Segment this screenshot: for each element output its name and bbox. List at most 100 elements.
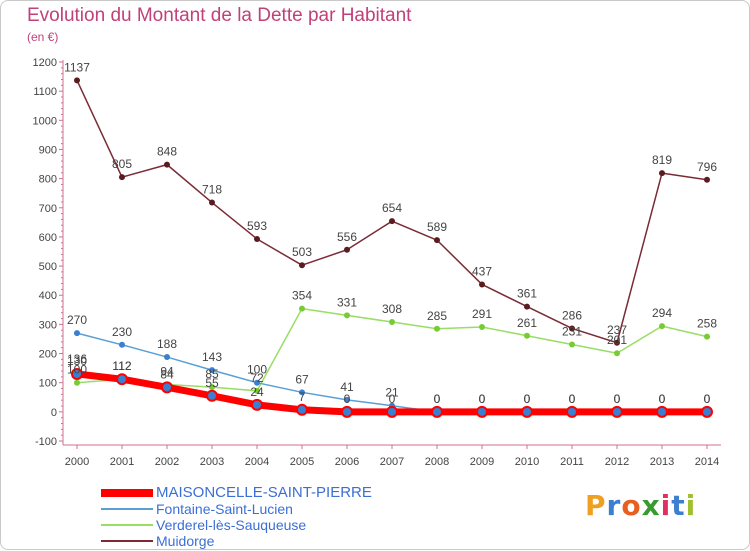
data-label: 0 xyxy=(614,392,621,406)
data-point xyxy=(389,218,395,225)
data-label: 0 xyxy=(434,392,441,406)
x-tick-label: 2004 xyxy=(245,456,269,468)
data-point xyxy=(299,389,305,396)
data-point xyxy=(389,319,395,326)
y-tick-label: 200 xyxy=(39,349,57,361)
data-point xyxy=(296,403,308,416)
data-label: 0 xyxy=(524,392,531,406)
legend-swatch xyxy=(101,508,153,510)
data-point xyxy=(701,405,713,418)
legend-label: Fontaine-Saint-Lucien xyxy=(156,501,293,517)
data-label: 21 xyxy=(385,386,399,400)
y-tick-label: 400 xyxy=(39,290,57,302)
data-point xyxy=(299,305,305,312)
data-point xyxy=(569,341,575,348)
data-point xyxy=(524,303,530,310)
series-3 xyxy=(74,77,710,346)
data-label: 72 xyxy=(250,371,264,385)
data-label: 261 xyxy=(517,316,537,330)
x-tick-label: 2003 xyxy=(200,456,224,468)
data-point xyxy=(611,405,623,418)
data-point xyxy=(479,281,485,288)
data-label: 100 xyxy=(67,363,87,377)
data-point xyxy=(344,396,350,403)
data-label: 0 xyxy=(659,392,666,406)
x-tick-label: 2009 xyxy=(470,456,494,468)
x-tick-label: 2010 xyxy=(515,456,539,468)
data-point xyxy=(431,405,443,418)
data-label: 291 xyxy=(472,307,492,321)
data-point xyxy=(479,324,485,331)
data-point xyxy=(521,405,533,418)
x-tick-label: 2013 xyxy=(650,456,674,468)
data-label: 112 xyxy=(112,359,131,373)
data-label: 308 xyxy=(382,302,402,316)
data-label: 230 xyxy=(112,325,132,339)
data-label: 130 xyxy=(67,354,87,368)
data-label: 0 xyxy=(569,392,576,406)
y-tick-label: 0 xyxy=(51,407,57,419)
data-label: 819 xyxy=(652,153,672,167)
unit-label: (en €) xyxy=(27,30,59,44)
data-label: 556 xyxy=(337,230,357,244)
data-label: 0 xyxy=(524,392,531,406)
y-tick-label: 1000 xyxy=(33,115,57,127)
data-label: 593 xyxy=(247,219,267,233)
data-label: 85 xyxy=(205,367,219,381)
y-tick-label: 1100 xyxy=(33,86,57,98)
data-point xyxy=(344,312,350,319)
data-point xyxy=(434,237,440,244)
data-point xyxy=(659,170,665,177)
data-point xyxy=(74,330,80,337)
y-tick-label: 700 xyxy=(39,203,57,215)
data-point xyxy=(704,176,710,183)
data-label: 0 xyxy=(389,392,396,406)
data-label: 0 xyxy=(569,392,576,406)
data-point xyxy=(254,235,260,242)
logo-letter: r xyxy=(606,489,622,522)
y-tick-label: 900 xyxy=(39,144,57,156)
data-label: 188 xyxy=(157,337,177,351)
data-label: 0 xyxy=(704,392,711,406)
data-point xyxy=(209,199,215,206)
data-point xyxy=(656,405,668,418)
data-label: 718 xyxy=(202,183,222,197)
data-point xyxy=(341,405,353,418)
data-label: 7 xyxy=(299,390,306,404)
axes: -100010020030040050060070080090010001100… xyxy=(33,57,721,468)
data-point xyxy=(476,405,488,418)
data-label: 112 xyxy=(112,359,131,373)
legend-swatch xyxy=(101,524,153,526)
data-point xyxy=(74,379,80,386)
chart-title: Evolution du Montant de la Dette par Hab… xyxy=(27,5,412,26)
data-point xyxy=(206,389,218,402)
data-label: 41 xyxy=(340,380,354,394)
x-tick-label: 2005 xyxy=(290,456,314,468)
legend-swatch xyxy=(101,540,153,542)
logo-letter: i xyxy=(685,489,697,522)
data-point xyxy=(299,262,305,269)
data-label: 231 xyxy=(562,325,582,339)
x-tick-label: 2006 xyxy=(335,456,359,468)
data-label: 0 xyxy=(479,392,486,406)
data-label: 437 xyxy=(472,264,492,278)
data-label: 0 xyxy=(344,392,351,406)
data-point xyxy=(524,332,530,339)
y-tick-label: 800 xyxy=(39,174,57,186)
data-label: 143 xyxy=(202,350,222,364)
data-label: 136 xyxy=(67,352,87,366)
data-label: 24 xyxy=(250,385,264,399)
y-tick-label: -100 xyxy=(35,436,57,448)
data-point xyxy=(434,325,440,332)
data-label: 285 xyxy=(427,309,447,323)
x-tick-label: 2002 xyxy=(155,456,179,468)
data-label: 354 xyxy=(292,289,312,303)
data-label: 67 xyxy=(295,372,309,386)
data-label: 589 xyxy=(427,220,447,234)
data-point xyxy=(209,384,215,391)
data-point xyxy=(74,77,80,84)
logo-letter: t xyxy=(671,489,686,522)
data-label: 331 xyxy=(337,295,357,309)
